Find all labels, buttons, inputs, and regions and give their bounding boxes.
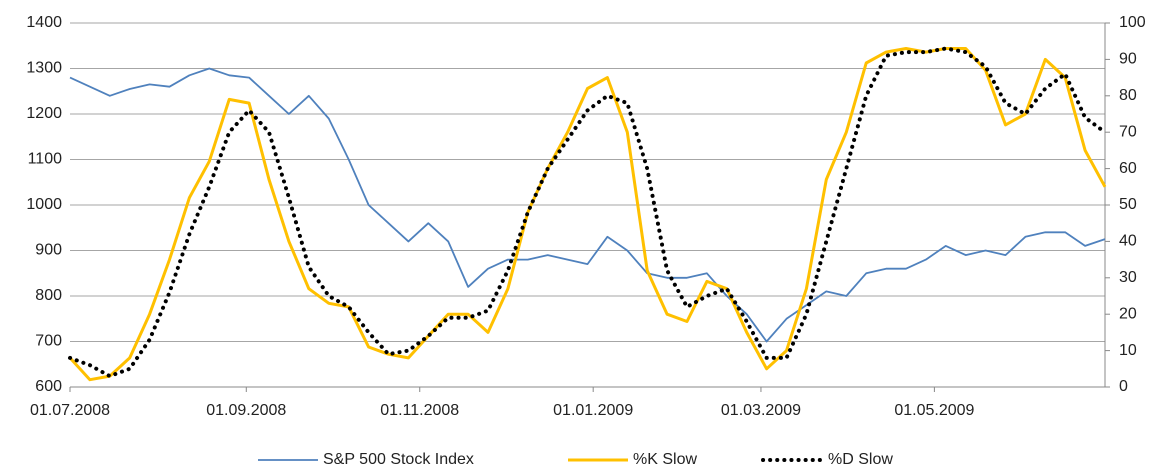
y2-tick-label: 100: [1119, 14, 1146, 31]
series-line: [69, 67, 1106, 343]
y2-tick-label: 20: [1119, 305, 1137, 322]
y-tick-label: 900: [35, 242, 62, 259]
y2-tick-label: 30: [1119, 269, 1137, 286]
y-tick-label: 600: [35, 378, 62, 395]
y2-tick-label: 40: [1119, 233, 1137, 250]
legend-label: %D Slow: [828, 451, 893, 468]
y-tick-label: 1000: [26, 196, 62, 213]
series-line: [68, 46, 1107, 379]
y-tick-label: 800: [35, 287, 62, 304]
x-tick-label: 01.09.2008: [206, 402, 286, 419]
y2-tick-label: 50: [1119, 196, 1137, 213]
y-tick-label: 1200: [26, 105, 62, 122]
x-tick-label: 01.03.2009: [721, 402, 801, 419]
y2-tick-label: 70: [1119, 123, 1137, 140]
y-tick-label: 1400: [26, 14, 62, 31]
y2-tick-label: 10: [1119, 342, 1137, 359]
series-line: [68, 47, 1107, 382]
y2-tick-label: 60: [1119, 160, 1137, 177]
legend-label: S&P 500 Stock Index: [323, 451, 474, 468]
y2-tick-label: 0: [1119, 378, 1128, 395]
y-tick-label: 1100: [28, 151, 63, 168]
x-tick-label: 01.11.2008: [380, 402, 459, 419]
x-tick-label: 01.07.2008: [30, 402, 110, 419]
y2-tick-label: 80: [1119, 87, 1137, 104]
y-tick-label: 700: [35, 333, 62, 350]
x-tick-label: 01.01.2009: [553, 402, 633, 419]
legend-label: %K Slow: [633, 451, 697, 468]
x-tick-label: 01.05.2009: [894, 402, 974, 419]
y2-tick-label: 90: [1119, 51, 1137, 68]
y-tick-label: 1300: [26, 60, 62, 77]
